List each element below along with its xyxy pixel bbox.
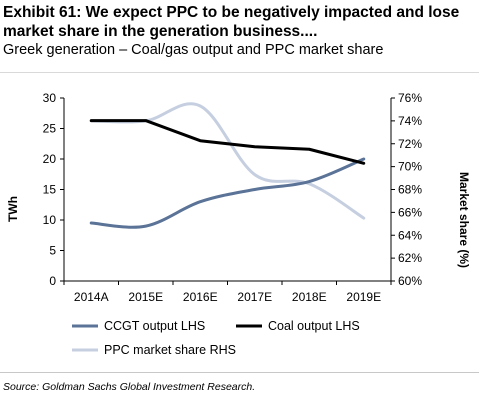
left-axis-ticks: 0 5 10 15 20 25 30 xyxy=(43,91,64,288)
left-tick-label: 30 xyxy=(43,91,57,105)
left-tick-label: 15 xyxy=(43,183,57,197)
right-tick-label: 62% xyxy=(398,251,422,265)
x-tick-label: 2014A xyxy=(74,290,109,304)
exhibit-title: Exhibit 61: We expect PPC to be negative… xyxy=(3,4,460,40)
right-tick-label: 64% xyxy=(398,228,422,242)
right-tick-label: 60% xyxy=(398,274,422,288)
top-divider xyxy=(0,72,479,73)
legend: CCGT output LHS Coal output LHS PPC market… xyxy=(72,319,360,357)
left-tick-label: 25 xyxy=(43,122,57,136)
right-tick-label: 74% xyxy=(398,114,422,128)
left-tick-label: 10 xyxy=(43,213,57,227)
x-tick-label: 2016E xyxy=(183,290,218,304)
line-chart: 0 5 10 15 20 25 30 60% 62% 64% 66% 68% 70% 72% 74% 76%… xyxy=(6,91,471,357)
left-tick-label: 20 xyxy=(43,152,57,166)
series-lines xyxy=(89,102,366,229)
chart-subtitle: Greek generation – Coal/gas output and P… xyxy=(3,42,384,58)
bottom-divider xyxy=(0,372,479,373)
right-tick-label: 68% xyxy=(398,183,422,197)
plot-area: 0 5 10 15 20 25 30 60% 62% 64% 66% 68% 70% 72% 74% 76%… xyxy=(6,91,471,304)
legend-coal-label: Coal output LHS xyxy=(268,319,360,333)
source-note: Source: Goldman Sachs Global Investment … xyxy=(3,381,256,393)
right-tick-label: 70% xyxy=(398,160,422,174)
right-axis-ticks: 60% 62% 64% 66% 68% 70% 72% 74% 76% xyxy=(391,91,422,288)
x-axis-ticks: 2014A 2015E 2016E 2017E 2018E 2019E xyxy=(63,281,392,304)
x-tick-label: 2015E xyxy=(128,290,163,304)
right-tick-label: 66% xyxy=(398,205,422,219)
x-tick-label: 2019E xyxy=(346,290,381,304)
ccgt-output-line xyxy=(89,157,366,229)
coal-output-line xyxy=(89,119,366,165)
y2-axis-label: Market share (%) xyxy=(457,172,471,268)
legend-ppc-label: PPC market share RHS xyxy=(104,343,236,357)
y-axis-label: TWh xyxy=(6,196,20,222)
x-tick-label: 2018E xyxy=(292,290,327,304)
right-tick-label: 76% xyxy=(398,91,422,105)
left-tick-label: 0 xyxy=(49,274,56,288)
legend-ccgt-label: CCGT output LHS xyxy=(104,319,205,333)
right-tick-label: 72% xyxy=(398,137,422,151)
x-tick-label: 2017E xyxy=(237,290,272,304)
left-tick-label: 5 xyxy=(49,244,56,258)
